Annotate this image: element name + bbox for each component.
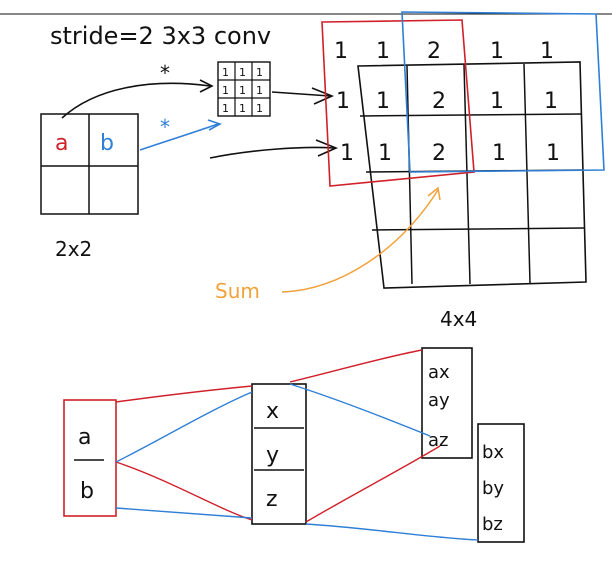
product-ay: ay — [428, 390, 450, 411]
red-line-z-to-az — [305, 445, 441, 523]
input-cell-b: b — [100, 131, 114, 156]
output-size-label: 4x4 — [440, 307, 477, 331]
out-r1-c3: 1 — [490, 89, 504, 114]
arrow-to-row2 — [209, 146, 335, 159]
middle-y: y — [266, 443, 279, 468]
out-r1-c1: 1 — [376, 89, 390, 114]
out-r1-c2: 2 — [432, 89, 446, 114]
blue-receptive-field — [401, 11, 605, 173]
kernel-cell-1-1: 1 — [239, 84, 246, 97]
arrow-a-head — [199, 79, 214, 93]
kernel-cell-0-1: 1 — [239, 66, 246, 79]
red-star-operator: * — [160, 61, 170, 85]
sum-arrow-head — [427, 186, 441, 201]
arrow-a-to-kernel — [61, 82, 211, 119]
arrow-kernel-to-row1 — [271, 91, 331, 97]
product-az: az — [428, 430, 448, 451]
kernel-cell-0-2: 1 — [256, 66, 263, 79]
kernel-cell-1-0: 1 — [222, 84, 229, 97]
kernel-cell-2-0: 1 — [222, 102, 229, 115]
output-grid — [357, 61, 587, 289]
input-grid — [40, 113, 139, 215]
sum-label: Sum — [215, 279, 260, 303]
out-r2-c0: 1 — [340, 141, 354, 166]
out-r0-c3: 1 — [490, 39, 504, 64]
b-products-box — [477, 423, 525, 543]
blue-line-b-bottom — [115, 507, 253, 519]
red-line-x-to-ax — [289, 349, 423, 383]
out-r0-c4: 1 — [540, 39, 554, 64]
arrow-b-head — [207, 119, 222, 131]
product-bz: bz — [482, 514, 503, 535]
out-r0-c1: 1 — [376, 39, 390, 64]
left-vector-box — [63, 399, 117, 517]
out-r1-c4: 1 — [544, 89, 558, 114]
arrow-row1-head — [311, 87, 335, 105]
kernel-cell-1-2: 1 — [256, 84, 263, 97]
sum-arrow — [281, 189, 439, 293]
input-size-label: 2x2 — [55, 237, 92, 261]
middle-x: x — [266, 399, 279, 424]
blue-line-b-to-x — [115, 391, 253, 463]
product-by: by — [482, 478, 504, 499]
arrow-b-to-kernel — [139, 123, 219, 151]
red-line-a-top — [115, 385, 253, 403]
kernel-grid — [217, 61, 271, 117]
arrow-row2-head — [315, 139, 339, 157]
out-r0-c2: 2 — [427, 39, 441, 64]
product-bx: bx — [482, 442, 504, 463]
product-ax: ax — [428, 362, 450, 383]
red-line-b-to-z — [115, 461, 253, 521]
out-r2-c3: 1 — [492, 141, 506, 166]
blue-line-x-to-az — [289, 383, 431, 437]
out-r1-c0: 1 — [336, 89, 350, 114]
title-text: stride=2 3x3 conv — [50, 22, 271, 50]
out-r0-c0: 1 — [334, 39, 348, 64]
left-a: a — [78, 425, 91, 450]
middle-z: z — [266, 487, 278, 512]
middle-vector-box — [251, 383, 307, 525]
kernel-cell-2-2: 1 — [256, 102, 263, 115]
out-r2-c2: 2 — [432, 141, 446, 166]
a-products-box — [421, 347, 473, 459]
blue-star-operator: * — [160, 115, 170, 139]
left-b: b — [80, 479, 94, 504]
out-r2-c1: 1 — [378, 141, 392, 166]
kernel-cell-2-1: 1 — [239, 102, 246, 115]
kernel-cell-0-0: 1 — [222, 66, 229, 79]
out-r2-c4: 1 — [546, 141, 560, 166]
input-cell-a: a — [55, 131, 68, 156]
blue-line-z-to-bz — [305, 523, 479, 541]
